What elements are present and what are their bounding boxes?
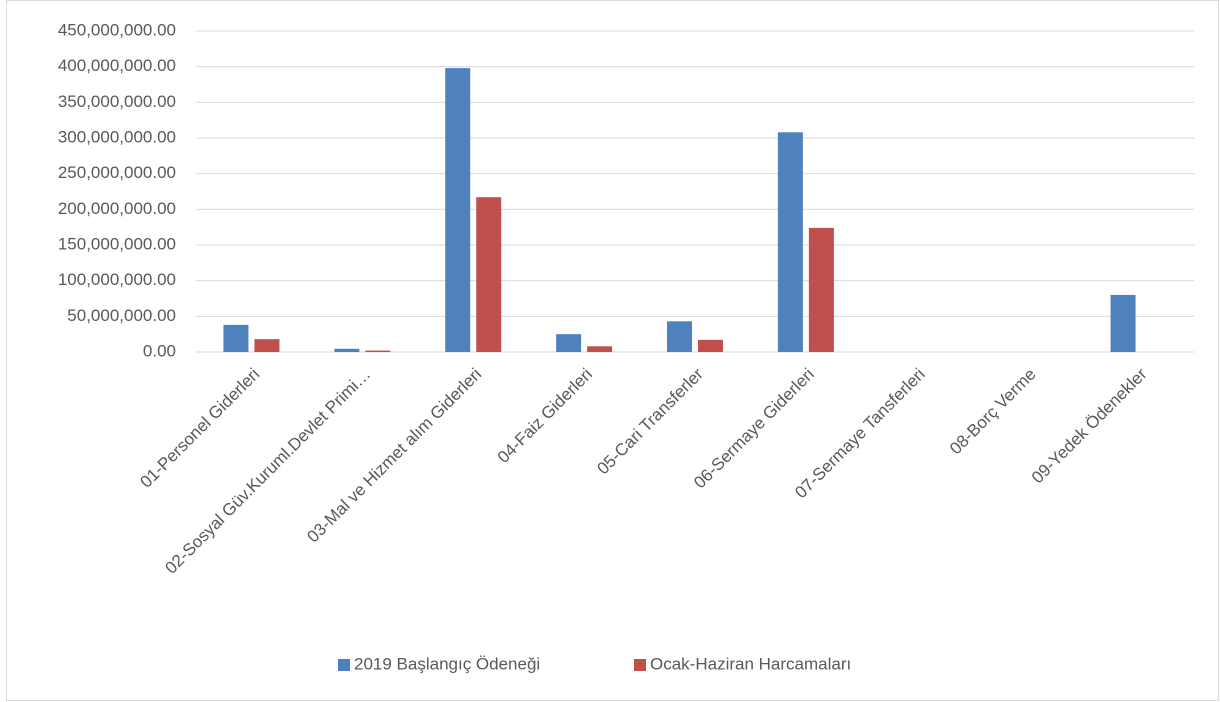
bar (556, 334, 582, 352)
bar (334, 348, 360, 352)
legend-swatch (634, 659, 646, 671)
y-tick-label: 250,000,000.00 (58, 163, 176, 182)
bar (808, 227, 834, 352)
legend-label: Ocak-Haziran Harcamaları (650, 654, 851, 673)
bar (1110, 294, 1136, 352)
bar (223, 324, 249, 352)
legend-label: 2019 Başlangıç Ödeneği (354, 654, 540, 673)
legend-swatch (338, 659, 350, 671)
y-tick-label: 300,000,000.00 (58, 127, 176, 146)
y-tick-label: 400,000,000.00 (58, 56, 176, 75)
bar (777, 132, 803, 352)
chart-border (6, 0, 1219, 701)
bar (445, 68, 471, 353)
bar (254, 339, 280, 352)
y-tick-label: 200,000,000.00 (58, 199, 176, 218)
y-tick-label: 50,000,000.00 (67, 306, 176, 325)
bar (698, 339, 723, 352)
y-tick-label: 100,000,000.00 (58, 270, 176, 289)
bar (667, 321, 692, 352)
y-tick-label: 0.00 (143, 341, 176, 360)
bar (365, 350, 391, 352)
y-tick-label: 450,000,000.00 (58, 20, 176, 39)
bar (476, 197, 502, 352)
y-tick-label: 150,000,000.00 (58, 234, 176, 253)
y-tick-label: 350,000,000.00 (58, 92, 176, 111)
bar (587, 346, 613, 352)
